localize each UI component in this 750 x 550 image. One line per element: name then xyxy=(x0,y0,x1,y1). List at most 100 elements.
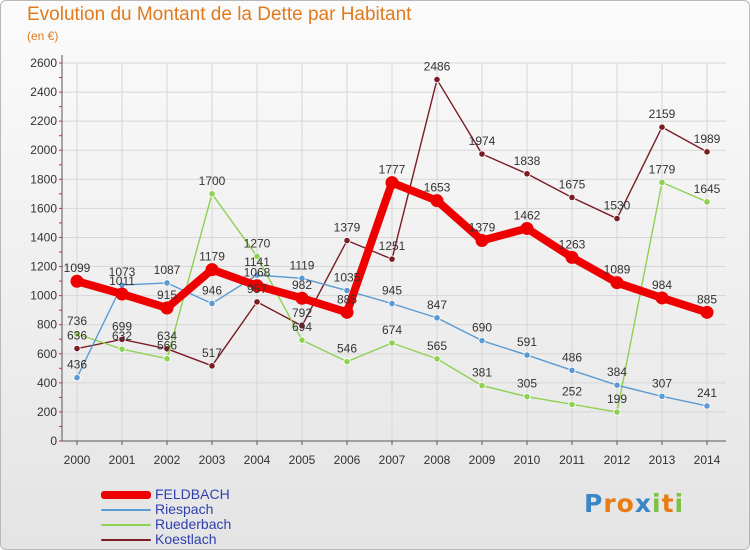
data-label: 982 xyxy=(292,278,312,292)
x-tick-label: 2006 xyxy=(334,453,361,467)
data-label: 946 xyxy=(202,283,222,297)
data-point xyxy=(118,345,126,353)
data-label: 690 xyxy=(472,321,492,335)
data-label: 957 xyxy=(247,282,267,296)
data-point xyxy=(565,250,579,264)
data-label: 546 xyxy=(337,342,357,356)
logo-letter: t xyxy=(661,489,675,518)
data-label: 1073 xyxy=(109,265,136,279)
x-tick-label: 2000 xyxy=(64,453,91,467)
x-tick-label: 2007 xyxy=(379,453,406,467)
data-point xyxy=(253,252,261,260)
data-label: 1645 xyxy=(694,182,721,196)
legend-item-feldbach: FELDBACH xyxy=(101,487,231,502)
x-tick-label: 2010 xyxy=(514,453,541,467)
logo-letter: i xyxy=(674,489,685,518)
data-point xyxy=(433,75,441,84)
data-point xyxy=(475,234,489,248)
data-point xyxy=(700,305,714,319)
data-point xyxy=(160,301,174,315)
data-point xyxy=(298,322,306,330)
data-label: 2486 xyxy=(424,60,451,74)
data-label: 885 xyxy=(337,292,357,306)
data-point xyxy=(163,279,171,287)
y-tick-label: 400 xyxy=(37,376,57,390)
data-point xyxy=(388,339,396,347)
y-tick-label: 200 xyxy=(37,405,57,419)
data-label: 847 xyxy=(427,298,447,312)
y-tick-label: 2400 xyxy=(30,85,57,99)
data-point xyxy=(613,408,621,416)
data-label: 1838 xyxy=(514,154,541,168)
data-point xyxy=(658,123,666,131)
data-label: 1779 xyxy=(649,162,676,176)
x-tick-label: 2003 xyxy=(199,453,226,467)
chart-legend: FELDBACH Riespach Ruederbach Koestlach xyxy=(101,487,231,547)
data-label: 1011 xyxy=(109,274,135,288)
labels-koestlach: 636 699 634 517 957 792 1379 1251 2486 1974 1838 16… xyxy=(67,60,721,360)
data-label: 945 xyxy=(382,284,402,298)
data-point xyxy=(73,374,81,382)
data-label: 984 xyxy=(652,278,672,292)
legend-label: Koestlach xyxy=(155,531,217,547)
data-point xyxy=(523,393,531,401)
series-koestlach xyxy=(73,75,711,370)
legend-swatch xyxy=(101,523,151,526)
data-label: 384 xyxy=(607,365,627,379)
data-label: 1974 xyxy=(469,134,496,148)
x-tick-label: 2004 xyxy=(244,453,271,467)
data-label: 1675 xyxy=(559,177,586,191)
y-tick-label: 600 xyxy=(37,347,57,361)
y-tick-label: 1000 xyxy=(30,289,57,303)
data-label: 241 xyxy=(697,386,717,400)
data-point xyxy=(613,214,621,223)
chart-title: Evolution du Montant de la Dette par Hab… xyxy=(27,4,412,25)
data-label: 566 xyxy=(157,339,177,353)
data-point xyxy=(703,402,711,410)
labels-feldbach: 1099 1011 915 1179 1068 982 885 1777 1653 1379 146… xyxy=(64,163,718,307)
data-point xyxy=(343,286,351,295)
data-label: 1089 xyxy=(604,263,631,277)
y-tick-label: 2000 xyxy=(30,143,57,157)
data-label: 1099 xyxy=(64,261,91,275)
y-tick-label: 800 xyxy=(37,318,57,332)
data-point xyxy=(385,176,399,190)
data-label: 305 xyxy=(517,377,537,391)
data-point xyxy=(73,330,81,338)
data-label: 1263 xyxy=(559,237,586,251)
legend-label: FELDBACH xyxy=(155,486,230,502)
data-label: 1068 xyxy=(244,266,271,280)
data-point xyxy=(613,381,621,389)
data-label: 591 xyxy=(517,335,537,349)
x-tick-label: 2008 xyxy=(424,453,451,467)
data-label: 915 xyxy=(157,288,177,302)
data-label: 1119 xyxy=(290,258,315,272)
data-point xyxy=(118,335,126,343)
data-point xyxy=(703,148,711,156)
labels-ruederbach: 736 632 566 1700 1270 694 546 674 565 381 305 252 19… xyxy=(67,162,721,406)
legend-swatch xyxy=(101,538,151,541)
data-point xyxy=(568,366,576,374)
x-tick-label: 2012 xyxy=(604,453,631,467)
data-label: 736 xyxy=(67,314,87,328)
data-point xyxy=(295,291,309,305)
data-point xyxy=(610,276,624,290)
data-label: 1270 xyxy=(244,236,271,250)
data-label: 1379 xyxy=(334,221,361,235)
data-point xyxy=(478,150,486,158)
data-point xyxy=(115,287,129,301)
data-label: 436 xyxy=(67,358,87,372)
data-point xyxy=(523,170,531,178)
data-label: 1087 xyxy=(154,263,181,277)
data-point xyxy=(658,178,666,186)
data-label: 199 xyxy=(607,392,627,406)
data-label: 1035 xyxy=(334,271,361,285)
data-label: 634 xyxy=(157,329,177,343)
x-tick-label: 2014 xyxy=(694,453,721,467)
data-point xyxy=(388,300,396,308)
data-label: 307 xyxy=(652,376,672,390)
data-point xyxy=(523,351,531,359)
data-label: 565 xyxy=(427,339,447,353)
data-label: 2159 xyxy=(649,107,676,121)
